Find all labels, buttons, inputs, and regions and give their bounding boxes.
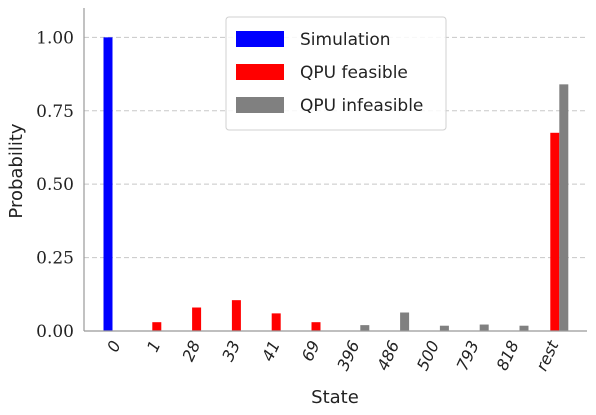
legend-swatch-qpu-feasible (236, 64, 284, 80)
bar-qpu-feasible-41 (271, 313, 281, 331)
y-tick-label: 0.25 (36, 249, 74, 269)
x-tick-label: 33 (218, 338, 244, 364)
y-tick-labels: 0.00 0.25 0.50 0.75 1.00 (36, 28, 74, 342)
x-tick-label: 486 (373, 338, 403, 374)
bar-qpu-infeasible-500 (439, 325, 449, 331)
x-tick-label: 0 (103, 338, 125, 355)
legend-label-qpu-feasible: QPU feasible (300, 63, 408, 83)
bars-group (103, 37, 569, 331)
bar-qpu-feasible-69 (311, 322, 321, 331)
bar-qpu-feasible-28 (192, 307, 202, 331)
y-tick-label: 0.75 (36, 102, 74, 122)
legend-swatch-qpu-infeasible (236, 97, 284, 113)
bar-qpu-feasible-rest (550, 132, 560, 331)
x-axis-title: State (311, 387, 359, 408)
x-tick-label: 1 (143, 338, 165, 355)
bar-qpu-infeasible-rest (559, 84, 569, 331)
bar-qpu-infeasible-818 (519, 325, 529, 331)
x-tick-label: 793 (453, 338, 483, 374)
legend-swatch-simulation (236, 31, 284, 47)
x-tick-labels: 0 1 28 33 41 69 396 486 500 793 818 rest (103, 337, 563, 374)
y-tick-label: 1.00 (36, 28, 74, 48)
x-tick-label: rest (532, 337, 563, 374)
x-tick-label: 818 (492, 338, 522, 374)
x-tick-label: 500 (413, 338, 443, 374)
bar-qpu-infeasible-793 (479, 324, 489, 331)
legend: Simulation QPU feasible QPU infeasible (225, 16, 447, 131)
legend-label-qpu-infeasible: QPU infeasible (300, 96, 423, 116)
x-tick-label: 28 (178, 338, 204, 364)
x-tick-label: 396 (333, 338, 363, 374)
y-tick-label: 0.00 (36, 322, 74, 342)
x-tick-label: 69 (298, 338, 324, 364)
legend-label-simulation: Simulation (300, 30, 391, 50)
bar-qpu-infeasible-396 (360, 325, 370, 331)
y-axis-title: Probability (6, 123, 27, 218)
bar-qpu-infeasible-486 (400, 312, 410, 331)
bar-qpu-feasible-33 (231, 300, 241, 331)
bar-qpu-feasible-1 (152, 322, 162, 331)
bar-simulation-0 (103, 37, 113, 331)
x-tick-label: 41 (258, 338, 284, 364)
y-tick-label: 0.50 (36, 175, 74, 195)
